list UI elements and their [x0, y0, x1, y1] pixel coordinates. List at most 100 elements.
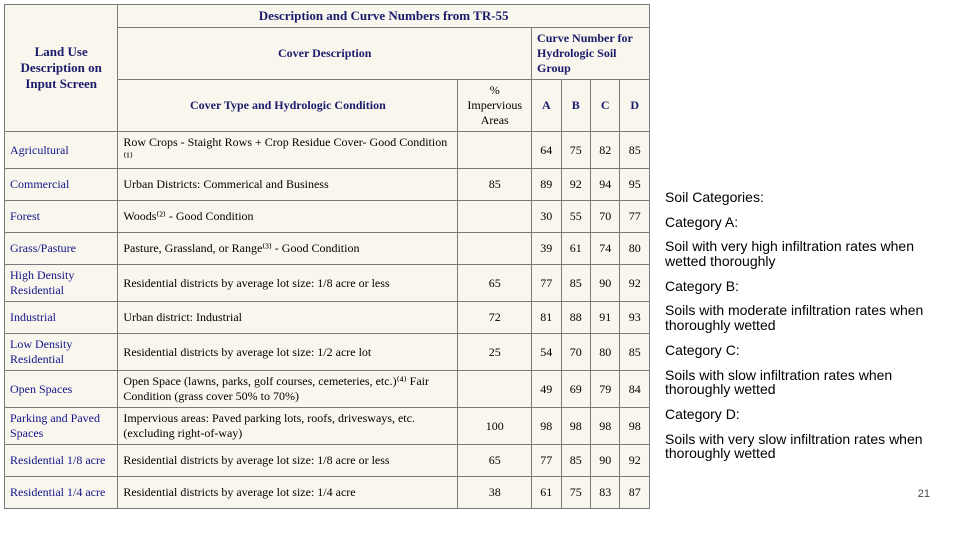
- cell-impervious: 100: [458, 408, 532, 445]
- sidebar-category-text: Soils with moderate infiltration rates w…: [665, 303, 930, 332]
- header-b: B: [561, 80, 590, 132]
- cell-land-use: Forest: [5, 201, 118, 233]
- table-row: Parking and Paved SpacesImpervious areas…: [5, 408, 650, 445]
- cell-cn-a: 89: [532, 169, 561, 201]
- cell-cn-b: 75: [561, 132, 590, 169]
- sidebar-category-heading: Category A:: [665, 215, 930, 230]
- sidebar-category-text: Soil with very high infiltration rates w…: [665, 239, 930, 268]
- table-row: AgriculturalRow Crops - Staight Rows + C…: [5, 132, 650, 169]
- table-row: IndustrialUrban district: Industrial7281…: [5, 302, 650, 334]
- cell-cn-d: 98: [620, 408, 650, 445]
- header-a: A: [532, 80, 561, 132]
- header-cover-description: Cover Description: [118, 28, 532, 80]
- cell-cn-c: 90: [590, 445, 619, 477]
- cell-cn-a: 49: [532, 371, 561, 408]
- table-row: Grass/PasturePasture, Grassland, or Rang…: [5, 233, 650, 265]
- table-row: Residential 1/8 acreResidential district…: [5, 445, 650, 477]
- cell-impervious: [458, 201, 532, 233]
- cell-cn-b: 85: [561, 445, 590, 477]
- cell-cn-c: 91: [590, 302, 619, 334]
- cell-cn-c: 80: [590, 334, 619, 371]
- header-d: D: [620, 80, 650, 132]
- cell-cn-c: 82: [590, 132, 619, 169]
- sidebar-category-text: Soils with slow infiltration rates when …: [665, 368, 930, 397]
- cell-cn-d: 80: [620, 233, 650, 265]
- table-row: Residential 1/4 acreResidential district…: [5, 477, 650, 509]
- cell-cn-b: 98: [561, 408, 590, 445]
- table-row: CommercialUrban Districts: Commerical an…: [5, 169, 650, 201]
- cell-cn-a: 98: [532, 408, 561, 445]
- soil-categories-sidebar: Soil Categories: Category A: Soil with ve…: [650, 0, 960, 540]
- cell-cn-b: 69: [561, 371, 590, 408]
- cell-cn-b: 75: [561, 477, 590, 509]
- cell-impervious: [458, 371, 532, 408]
- cell-land-use: High Density Residential: [5, 265, 118, 302]
- header-impervious: % Impervious Areas: [458, 80, 532, 132]
- cell-cn-a: 54: [532, 334, 561, 371]
- cell-land-use: Grass/Pasture: [5, 233, 118, 265]
- cell-land-use: Commercial: [5, 169, 118, 201]
- cell-cn-d: 85: [620, 132, 650, 169]
- cell-cn-a: 39: [532, 233, 561, 265]
- cell-impervious: 72: [458, 302, 532, 334]
- header-curve-number-group: Curve Number for Hydrologic Soil Group: [532, 28, 650, 80]
- cell-impervious: 85: [458, 169, 532, 201]
- table-row: ForestWoods⁽²⁾ - Good Condition30557077: [5, 201, 650, 233]
- cell-impervious: 38: [458, 477, 532, 509]
- cell-cn-d: 95: [620, 169, 650, 201]
- table-header: Land Use Description on Input Screen Des…: [5, 5, 650, 132]
- cell-cn-a: 77: [532, 445, 561, 477]
- table-row: Open SpacesOpen Space (lawns, parks, gol…: [5, 371, 650, 408]
- cell-land-use: Residential 1/4 acre: [5, 477, 118, 509]
- header-cover-type: Cover Type and Hydrologic Condition: [118, 80, 458, 132]
- cell-cover: Pasture, Grassland, or Range⁽³⁾ - Good C…: [118, 233, 458, 265]
- cell-cn-a: 64: [532, 132, 561, 169]
- cell-cover: Row Crops - Staight Rows + Crop Residue …: [118, 132, 458, 169]
- header-tr55: Description and Curve Numbers from TR-55: [118, 5, 650, 28]
- cell-cover: Urban Districts: Commerical and Business: [118, 169, 458, 201]
- sidebar-title: Soil Categories:: [665, 190, 930, 205]
- cell-cn-d: 92: [620, 445, 650, 477]
- cell-impervious: 25: [458, 334, 532, 371]
- cell-cn-d: 93: [620, 302, 650, 334]
- cell-land-use: Low Density Residential: [5, 334, 118, 371]
- curve-number-table: Land Use Description on Input Screen Des…: [4, 4, 650, 509]
- curve-number-table-region: Land Use Description on Input Screen Des…: [0, 0, 650, 540]
- sidebar-category-heading: Category B:: [665, 279, 930, 294]
- cell-cn-c: 83: [590, 477, 619, 509]
- cell-cn-b: 55: [561, 201, 590, 233]
- table-row: Low Density ResidentialResidential distr…: [5, 334, 650, 371]
- cell-cn-d: 85: [620, 334, 650, 371]
- cell-land-use: Residential 1/8 acre: [5, 445, 118, 477]
- cell-cover: Woods⁽²⁾ - Good Condition: [118, 201, 458, 233]
- cell-impervious: [458, 233, 532, 265]
- cell-impervious: 65: [458, 265, 532, 302]
- cell-cover: Residential districts by average lot siz…: [118, 334, 458, 371]
- cell-cn-d: 92: [620, 265, 650, 302]
- header-c: C: [590, 80, 619, 132]
- page-number: 21: [918, 488, 930, 500]
- cell-cn-d: 87: [620, 477, 650, 509]
- cell-cn-c: 79: [590, 371, 619, 408]
- cell-impervious: [458, 132, 532, 169]
- cell-cn-b: 61: [561, 233, 590, 265]
- cell-impervious: 65: [458, 445, 532, 477]
- cell-land-use: Industrial: [5, 302, 118, 334]
- cell-cn-c: 98: [590, 408, 619, 445]
- cell-cn-b: 85: [561, 265, 590, 302]
- cell-cn-c: 70: [590, 201, 619, 233]
- cell-cn-c: 90: [590, 265, 619, 302]
- cell-cn-b: 70: [561, 334, 590, 371]
- cell-cn-b: 92: [561, 169, 590, 201]
- cell-cn-a: 30: [532, 201, 561, 233]
- cell-cover: Residential districts by average lot siz…: [118, 265, 458, 302]
- cell-cover: Residential districts by average lot siz…: [118, 477, 458, 509]
- cell-cn-c: 74: [590, 233, 619, 265]
- cell-cn-c: 94: [590, 169, 619, 201]
- cell-land-use: Parking and Paved Spaces: [5, 408, 118, 445]
- cell-cover: Residential districts by average lot siz…: [118, 445, 458, 477]
- header-land-use: Land Use Description on Input Screen: [5, 5, 118, 132]
- cell-cover: Urban district: Industrial: [118, 302, 458, 334]
- cell-land-use: Open Spaces: [5, 371, 118, 408]
- cell-land-use: Agricultural: [5, 132, 118, 169]
